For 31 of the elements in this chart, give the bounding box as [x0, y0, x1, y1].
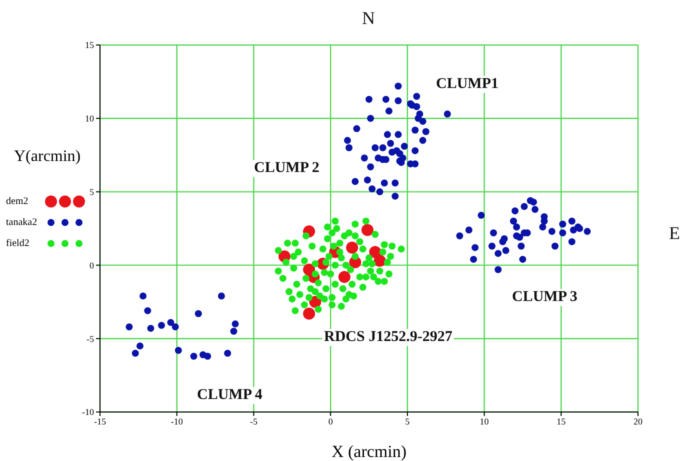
point	[303, 308, 316, 320]
x-tick-label: -15	[94, 416, 106, 426]
y-tick-label: -10	[82, 407, 94, 418]
y-tick-label: 5	[90, 186, 94, 197]
annotation: RDCS J1252.9-2927	[322, 329, 454, 346]
point	[338, 270, 350, 283]
x-axis-title: X (arcmin)	[331, 442, 407, 461]
y-axis-title: Y(arcmin)	[14, 148, 81, 166]
x-tick-label: -10	[170, 416, 184, 426]
x-tick-label: 20	[634, 416, 643, 426]
x-tick-label: 0	[328, 416, 334, 426]
y-tick-label: 15	[85, 40, 94, 50]
point	[346, 242, 358, 254]
x-tick-label: -5	[250, 416, 258, 426]
x-tick-label: 10	[480, 416, 490, 426]
x-tick-label: 15	[556, 416, 566, 426]
annotation: CLUMP 3	[510, 289, 580, 306]
x-tick-label: 5	[405, 416, 410, 426]
text: N	[361, 8, 376, 28]
legend-label: dem2	[6, 195, 30, 208]
annotation: CLUMP 4	[195, 387, 264, 404]
legend-label: field2	[6, 237, 30, 250]
point	[361, 224, 374, 236]
y-tick-label: 0	[90, 260, 94, 270]
point	[369, 246, 382, 258]
annotation: CLUMP1	[434, 76, 500, 93]
y-tick-label: 10	[85, 114, 94, 124]
legend-label: tanaka2	[6, 216, 38, 229]
annotation: CLUMP 2	[252, 160, 322, 177]
text: E	[668, 223, 681, 243]
y-tick-label: -5	[86, 334, 94, 344]
